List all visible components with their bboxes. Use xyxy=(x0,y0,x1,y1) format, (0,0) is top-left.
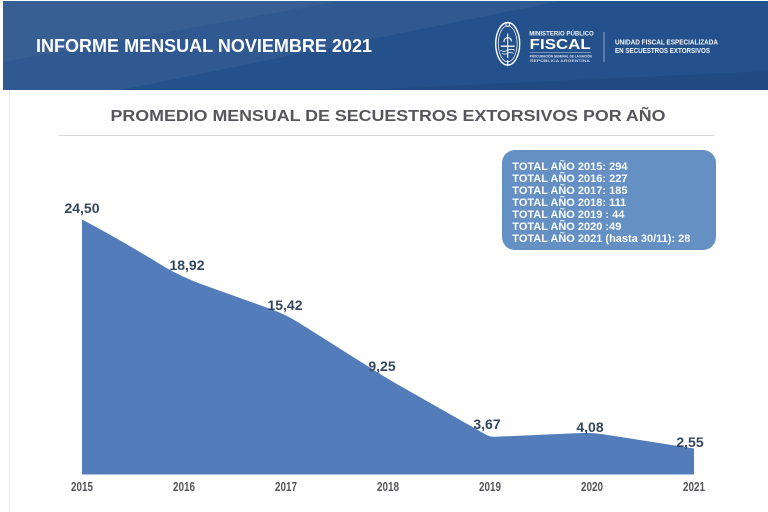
svg-text:2019: 2019 xyxy=(479,479,501,494)
svg-text:2016: 2016 xyxy=(173,479,195,494)
svg-text:REPÚBLICA ARGENTINA: REPÚBLICA ARGENTINA xyxy=(530,58,591,63)
svg-text:PROMEDIO MENSUAL DE SECUESTROS: PROMEDIO MENSUAL DE SECUESTROS EXTORSIVO… xyxy=(111,107,666,125)
svg-text:MINISTERIO PÚBLICO: MINISTERIO PÚBLICO xyxy=(529,28,594,37)
svg-text:2015: 2015 xyxy=(71,479,93,494)
svg-text:2018: 2018 xyxy=(377,479,399,494)
svg-text:24,50: 24,50 xyxy=(64,200,99,216)
svg-text:4,08: 4,08 xyxy=(576,419,603,435)
svg-text:UNIDAD FISCAL ESPECIALIZADA: UNIDAD FISCAL ESPECIALIZADA xyxy=(615,38,719,47)
svg-text:2020: 2020 xyxy=(581,479,603,494)
svg-text:2021: 2021 xyxy=(683,479,705,494)
svg-text:2,55: 2,55 xyxy=(676,434,703,450)
svg-text:FISCAL: FISCAL xyxy=(530,37,591,53)
svg-text:PROCURACIÓN GENERAL DE LA NACI: PROCURACIÓN GENERAL DE LA NACIÓN xyxy=(530,53,592,58)
svg-text:EN SECUESTROS EXTORSIVOS: EN SECUESTROS EXTORSIVOS xyxy=(615,46,710,55)
svg-text:INFORME MENSUAL NOVIEMBRE 2021: INFORME MENSUAL NOVIEMBRE 2021 xyxy=(36,35,372,56)
svg-text:3,67: 3,67 xyxy=(473,416,500,432)
svg-text:9,25: 9,25 xyxy=(368,358,395,374)
svg-text:18,92: 18,92 xyxy=(169,257,204,273)
svg-text:2017: 2017 xyxy=(275,479,297,494)
svg-text:15,42: 15,42 xyxy=(267,297,302,313)
